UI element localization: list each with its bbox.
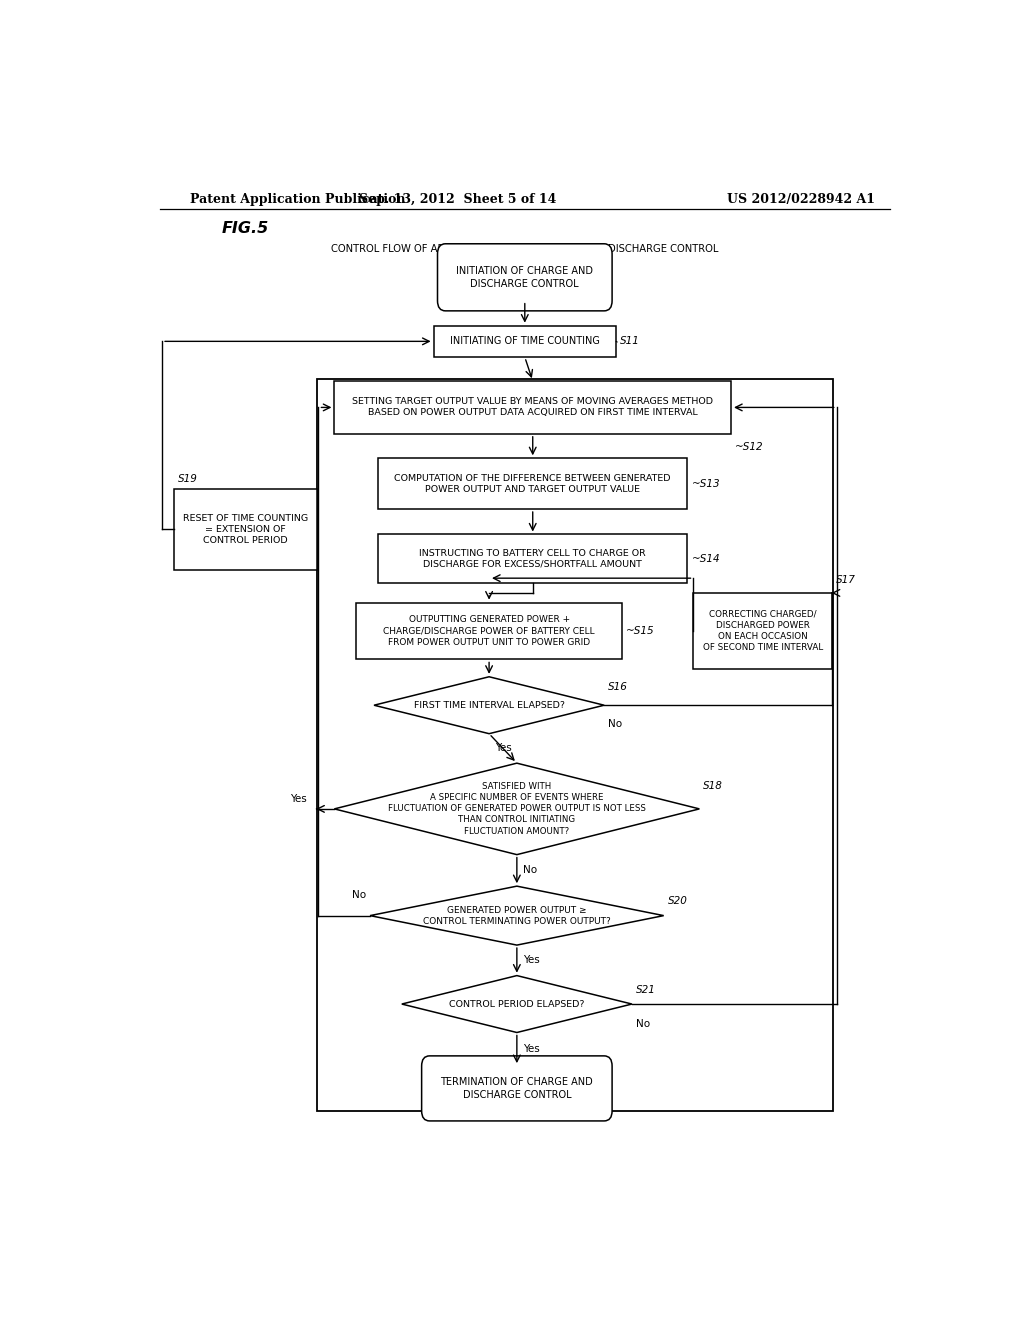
Text: US 2012/0228942 A1: US 2012/0228942 A1 [727, 193, 876, 206]
Text: Sep. 13, 2012  Sheet 5 of 14: Sep. 13, 2012 Sheet 5 of 14 [358, 193, 556, 206]
Bar [693, 593, 833, 669]
Text: FIG.5: FIG.5 [221, 222, 269, 236]
Text: S11: S11 [616, 337, 640, 346]
Bar [356, 602, 622, 660]
Text: ~S14: ~S14 [691, 554, 720, 564]
Text: CONTROL FLOW OF AFTER INITIATION OF CHARGE AND DISCHARGE CONTROL: CONTROL FLOW OF AFTER INITIATION OF CHAR… [331, 244, 719, 253]
Bar [378, 458, 687, 510]
Text: COMPUTATION OF THE DIFFERENCE BETWEEN GENERATED
POWER OUTPUT AND TARGET OUTPUT V: COMPUTATION OF THE DIFFERENCE BETWEEN GE… [394, 474, 671, 494]
FancyBboxPatch shape [422, 1056, 612, 1121]
Text: INITIATION OF CHARGE AND
DISCHARGE CONTROL: INITIATION OF CHARGE AND DISCHARGE CONTR… [457, 267, 593, 289]
Text: OUTPUTTING GENERATED POWER +
CHARGE/DISCHARGE POWER OF BATTERY CELL
FROM POWER O: OUTPUTTING GENERATED POWER + CHARGE/DISC… [383, 615, 595, 647]
Bar [174, 488, 316, 570]
Text: Patent Application Publication: Patent Application Publication [189, 193, 406, 206]
Text: Yes: Yes [496, 743, 512, 754]
Text: S16: S16 [608, 682, 628, 692]
Polygon shape [334, 763, 699, 854]
Polygon shape [374, 677, 604, 734]
Text: SETTING TARGET OUTPUT VALUE BY MEANS OF MOVING AVERAGES METHOD
BASED ON POWER OU: SETTING TARGET OUTPUT VALUE BY MEANS OF … [352, 397, 714, 417]
Text: No: No [352, 890, 367, 900]
Text: S17: S17 [837, 574, 856, 585]
Bar [316, 379, 833, 1110]
Text: ~S13: ~S13 [691, 479, 720, 488]
Text: No: No [608, 718, 623, 729]
Text: INITIATING OF TIME COUNTING: INITIATING OF TIME COUNTING [450, 337, 600, 346]
Text: SATISFIED WITH
A SPECIFIC NUMBER OF EVENTS WHERE
FLUCTUATION OF GENERATED POWER : SATISFIED WITH A SPECIFIC NUMBER OF EVEN… [388, 783, 646, 836]
Text: S18: S18 [703, 781, 723, 791]
Bar [433, 326, 616, 358]
Text: S21: S21 [636, 985, 655, 995]
Text: INSTRUCTING TO BATTERY CELL TO CHARGE OR
DISCHARGE FOR EXCESS/SHORTFALL AMOUNT: INSTRUCTING TO BATTERY CELL TO CHARGE OR… [420, 549, 646, 569]
Text: CORRECTING CHARGED/
DISCHARGED POWER
ON EACH OCCASION
OF SECOND TIME INTERVAL: CORRECTING CHARGED/ DISCHARGED POWER ON … [702, 610, 823, 652]
Polygon shape [401, 975, 632, 1032]
FancyBboxPatch shape [437, 244, 612, 312]
Text: CONTROL PERIOD ELAPSED?: CONTROL PERIOD ELAPSED? [450, 999, 585, 1008]
Text: TERMINATION OF CHARGE AND
DISCHARGE CONTROL: TERMINATION OF CHARGE AND DISCHARGE CONT… [440, 1077, 593, 1100]
Text: RESET OF TIME COUNTING
= EXTENSION OF
CONTROL PERIOD: RESET OF TIME COUNTING = EXTENSION OF CO… [183, 513, 308, 545]
Text: Yes: Yes [523, 1044, 540, 1055]
Polygon shape [370, 886, 664, 945]
Text: ~S15: ~S15 [626, 626, 654, 636]
Bar [378, 535, 687, 583]
Text: GENERATED POWER OUTPUT ≥
CONTROL TERMINATING POWER OUTPUT?: GENERATED POWER OUTPUT ≥ CONTROL TERMINA… [423, 906, 610, 925]
Text: Yes: Yes [290, 793, 306, 804]
Text: FIRST TIME INTERVAL ELAPSED?: FIRST TIME INTERVAL ELAPSED? [414, 701, 564, 710]
Text: S19: S19 [178, 474, 198, 483]
Text: Yes: Yes [523, 956, 540, 965]
Text: ~S12: ~S12 [735, 442, 764, 451]
Text: S20: S20 [668, 896, 687, 906]
Bar [334, 381, 731, 434]
Text: No: No [636, 1019, 650, 1030]
Text: No: No [523, 866, 538, 875]
